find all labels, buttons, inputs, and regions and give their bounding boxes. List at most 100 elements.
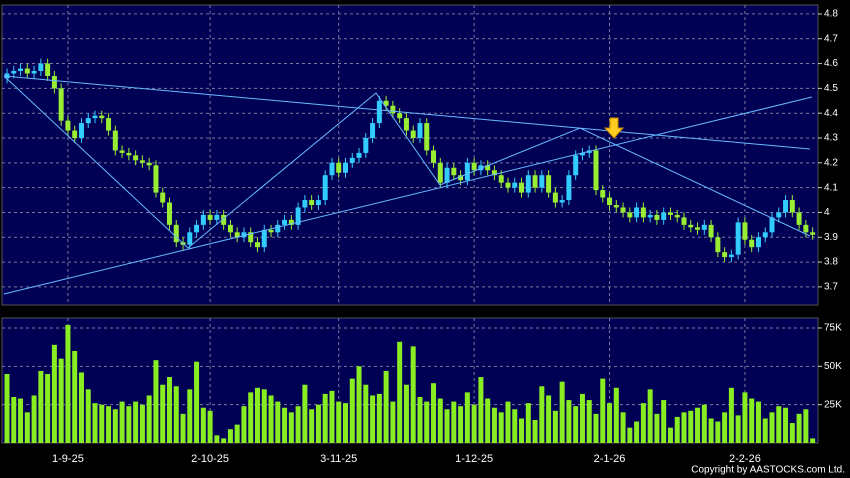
- volume-bar: [119, 401, 125, 443]
- candle-body: [532, 175, 538, 188]
- volume-bar: [227, 429, 233, 443]
- volume-bar: [221, 438, 227, 443]
- volume-bar: [65, 324, 71, 443]
- volume-bar: [573, 406, 579, 443]
- volume-bar: [315, 404, 321, 443]
- volume-bar: [194, 361, 200, 443]
- candle-body: [559, 200, 565, 203]
- candle-body: [227, 224, 233, 233]
- volume-bar: [742, 392, 748, 443]
- candle-body: [519, 182, 525, 193]
- volume-bar: [695, 407, 701, 443]
- y-tick-label: 25K: [824, 399, 842, 410]
- candle-body: [241, 232, 247, 238]
- volume-bar: [519, 418, 525, 443]
- grid: [2, 5, 822, 443]
- candle-body: [343, 162, 348, 173]
- volume-bar: [295, 406, 301, 443]
- volume-bar: [363, 384, 369, 443]
- volume-bar: [309, 409, 315, 443]
- y-tick-label: 4: [824, 207, 830, 218]
- trendlines: [3, 75, 813, 295]
- candle-body: [18, 68, 24, 72]
- volume-bar: [539, 386, 545, 443]
- volume-bar: [708, 418, 714, 443]
- volume-bar: [634, 421, 640, 443]
- volume-bar: [336, 401, 342, 443]
- candle-body: [647, 214, 653, 218]
- candle-body: [288, 219, 294, 225]
- candle-body: [370, 123, 376, 139]
- volume-bar: [654, 413, 660, 443]
- price-panel: [1, 4, 819, 306]
- volume-bar: [525, 403, 531, 443]
- volume-bar: [275, 401, 281, 443]
- candle-body: [437, 162, 443, 183]
- volume-bar: [397, 341, 403, 443]
- y-tick-label: 3.7: [824, 282, 838, 293]
- volume-bar: [505, 401, 511, 443]
- y-tick-label: 3.9: [824, 232, 838, 243]
- candle-body: [309, 200, 315, 205]
- candle-body: [715, 237, 721, 253]
- candle-body: [72, 130, 78, 139]
- volume-bar: [579, 393, 585, 443]
- volume-bar: [546, 395, 552, 443]
- y-tick-label: 3.8: [824, 257, 838, 268]
- candle-body: [31, 71, 37, 74]
- volume-bar: [173, 386, 179, 443]
- candle-body: [254, 242, 260, 248]
- volume-bar: [607, 403, 613, 443]
- candle-body: [302, 200, 308, 208]
- y-tick-label: 4.7: [824, 33, 838, 44]
- candle-body: [207, 214, 213, 220]
- volume-bar: [106, 406, 112, 443]
- volume-bar: [31, 395, 37, 443]
- x-tick-label: 1-9-25: [52, 453, 84, 465]
- candle-body: [600, 190, 606, 198]
- candle-body: [688, 224, 694, 228]
- candle-body: [735, 222, 741, 255]
- volume-bar: [329, 390, 335, 443]
- candle-body: [695, 227, 701, 230]
- volume-bar: [11, 396, 17, 443]
- candle-body: [390, 105, 396, 114]
- marks: [4, 58, 816, 443]
- candle-body: [810, 232, 816, 235]
- volume-bar: [796, 413, 802, 443]
- candle-body: [397, 113, 403, 119]
- candle-body: [322, 175, 328, 201]
- candle-body: [11, 71, 17, 74]
- y-tick-label: 4.2: [824, 157, 838, 168]
- candle-body: [58, 88, 64, 121]
- volume-bar: [803, 409, 809, 443]
- candle-body: [187, 232, 193, 245]
- candle-body: [579, 152, 585, 156]
- candle-body: [173, 224, 179, 243]
- volume-bar: [701, 404, 707, 443]
- volume-bar: [403, 384, 409, 443]
- volume-bar: [200, 407, 206, 443]
- candle-body: [478, 165, 484, 171]
- volume-bar: [661, 400, 667, 443]
- candle-body: [749, 239, 755, 248]
- volume-bar: [471, 404, 477, 443]
- trendline: [3, 75, 811, 150]
- candle-body: [424, 123, 430, 151]
- volume-bar: [370, 395, 376, 443]
- volume-bar: [139, 404, 145, 443]
- candle-body: [491, 170, 497, 176]
- volume-bar: [180, 413, 186, 443]
- candle-body: [458, 175, 464, 181]
- volume-bar: [45, 373, 51, 443]
- candle-body: [336, 162, 342, 173]
- candle-body: [498, 175, 504, 183]
- candle-body: [119, 150, 125, 153]
- volume-bar: [282, 407, 288, 443]
- candle-body: [24, 68, 30, 74]
- volume-bar: [234, 424, 240, 443]
- volume-bar: [424, 401, 430, 443]
- candle-body: [512, 182, 518, 188]
- volume-bar: [376, 393, 382, 443]
